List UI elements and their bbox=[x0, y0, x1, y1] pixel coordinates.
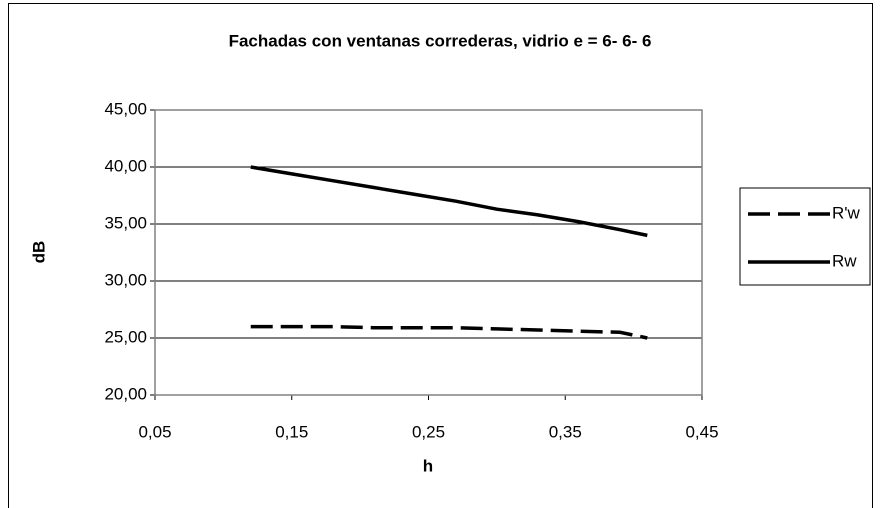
y-tick-label: 25,00 bbox=[104, 327, 147, 346]
x-tick-label: 0,35 bbox=[549, 422, 582, 441]
chart-frame bbox=[8, 3, 873, 508]
y-tick-label: 45,00 bbox=[104, 99, 147, 118]
x-tick-label: 0,45 bbox=[685, 422, 718, 441]
y-tick-label: 30,00 bbox=[104, 270, 147, 289]
legend-label: Rw bbox=[832, 251, 857, 270]
chart-title: Fachadas con ventanas correderas, vidrio… bbox=[229, 31, 652, 50]
x-axis-label: h bbox=[423, 456, 433, 475]
y-axis-label: dB bbox=[29, 241, 48, 264]
legend-box bbox=[739, 187, 871, 286]
y-tick-label: 40,00 bbox=[104, 156, 147, 175]
series-line bbox=[250, 324, 648, 340]
plot-area bbox=[154, 109, 703, 396]
x-tick-label: 0,05 bbox=[138, 422, 171, 441]
y-tick-label: 20,00 bbox=[104, 384, 147, 403]
series-line bbox=[250, 165, 648, 238]
x-tick-label: 0,25 bbox=[412, 422, 445, 441]
y-tick-label: 35,00 bbox=[104, 213, 147, 232]
legend-label: R'w bbox=[832, 203, 861, 222]
x-tick-label: 0,15 bbox=[275, 422, 308, 441]
